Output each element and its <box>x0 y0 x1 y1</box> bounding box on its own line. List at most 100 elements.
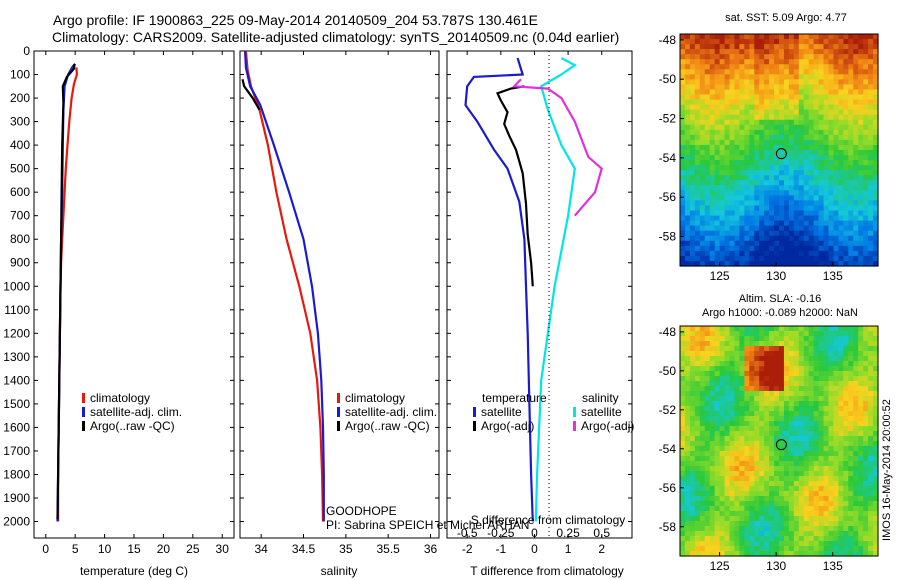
sla-map-cell <box>724 481 731 487</box>
sst-map-cell <box>848 129 854 136</box>
sst-map-cell <box>734 129 740 136</box>
sst-map-cell <box>684 150 691 156</box>
sst-map-cell <box>868 64 874 70</box>
sst-map-cell <box>764 84 770 91</box>
sla-map-cell <box>808 506 815 512</box>
sla-map-cell <box>823 511 830 517</box>
sla-map-cell <box>833 421 839 427</box>
sla-map-cell <box>808 411 815 417</box>
sla-map-cell <box>803 501 810 507</box>
sla-map-cell <box>744 531 750 537</box>
sla-map-cell <box>853 511 859 517</box>
sst-map-cell <box>764 44 770 50</box>
sla-map-cell <box>833 476 839 482</box>
sla-map-cell <box>759 531 765 537</box>
sst-map-cell <box>863 175 869 181</box>
sst-map-cell <box>863 220 869 227</box>
sla-map-cell <box>779 426 785 432</box>
sla-map-cell <box>694 506 701 512</box>
sla-map-cell <box>863 461 869 467</box>
sst-map-cell <box>749 139 755 146</box>
sst-map-cell <box>843 220 849 227</box>
sst-map-cell <box>823 49 830 55</box>
sst-map-cell <box>783 205 790 212</box>
sst-map-cell <box>754 235 760 242</box>
sst-map-cell <box>803 195 810 202</box>
sst-map-cell <box>828 89 835 96</box>
sst-map-cell <box>729 99 736 106</box>
sst-map-cell <box>769 34 775 40</box>
sla-map-cell <box>848 546 854 552</box>
sst-map-cell <box>724 79 731 86</box>
sst-map-cell <box>684 59 691 65</box>
sla-map-cell <box>863 411 869 417</box>
sst-map-cell <box>848 195 854 202</box>
sla-map-cell <box>724 541 731 547</box>
sla-map-cell <box>689 351 696 357</box>
sla-map-cell <box>863 511 869 517</box>
sla-map-cell <box>769 541 775 547</box>
sst-map-cell <box>759 64 765 70</box>
sst-map-cell <box>764 215 770 222</box>
sla-map-cell <box>714 381 721 387</box>
sst-map-cell <box>734 94 740 101</box>
sst-map-cell <box>818 190 825 196</box>
sst-map-cell <box>724 119 731 126</box>
sst-map-cell <box>759 74 765 80</box>
sla-map-cell <box>759 411 765 417</box>
sla-map-cell <box>788 326 795 332</box>
sst-map-cell <box>868 170 874 176</box>
sst-map-cell <box>684 180 691 186</box>
sla-map-cell <box>739 461 745 467</box>
sst-map-cell <box>828 160 835 166</box>
sst-map-cell <box>709 245 716 252</box>
sst-map-cell <box>863 114 869 121</box>
sst-map-cell <box>818 129 825 136</box>
sla-map-cell <box>684 541 691 547</box>
sla-map-cell <box>759 446 765 452</box>
sla-map-cell <box>734 406 740 412</box>
sst-map-cell <box>699 59 706 65</box>
sst-map-cell <box>714 54 721 60</box>
sst-map-cell <box>774 250 780 257</box>
sla-map-cell <box>704 441 711 447</box>
sst-map-cell <box>863 124 869 131</box>
sla-map-cell <box>684 536 691 542</box>
sla-map-cell <box>684 386 691 392</box>
sst-map-cell <box>808 210 815 217</box>
sst-map-cell <box>833 210 839 217</box>
sst-map-cell <box>694 235 701 242</box>
sla-map-cell <box>734 461 740 467</box>
sla-map-cell <box>779 341 785 347</box>
sst-map-cell <box>793 215 800 222</box>
sst-map-cell <box>744 255 750 262</box>
sst-map-cell <box>828 170 835 176</box>
sst-map-cell <box>769 200 775 207</box>
sst-map-cell <box>704 119 711 126</box>
sst-map-cell <box>858 139 864 146</box>
sla-map-cell <box>759 496 765 502</box>
sst-map-cell <box>680 49 686 55</box>
sst-map-cell <box>729 119 736 126</box>
sst-map-cell <box>774 200 780 207</box>
sst-map-cell <box>769 134 775 141</box>
sst-map-cell <box>853 39 859 45</box>
sla-map-cell <box>828 476 835 482</box>
sst-map-cell <box>714 139 721 146</box>
sst-map-cell <box>813 235 820 242</box>
sst-map-cell <box>734 119 740 126</box>
sst-map-cell <box>803 185 810 191</box>
sst-map-cell <box>684 144 691 151</box>
sst-map-cell <box>709 64 716 70</box>
sst-map-cell <box>694 255 701 262</box>
sst-map-cell <box>823 114 830 121</box>
sla-map-cell <box>724 411 731 417</box>
sst-map-cell <box>764 180 770 186</box>
sla-map-cell <box>744 436 750 442</box>
sst-map-cell <box>680 84 686 91</box>
sla-map-cell <box>793 371 800 377</box>
sla-map-cell <box>759 356 765 362</box>
sla-map-cell <box>749 406 755 412</box>
sst-map-cell <box>744 84 750 91</box>
sla-map-cell <box>699 426 706 432</box>
